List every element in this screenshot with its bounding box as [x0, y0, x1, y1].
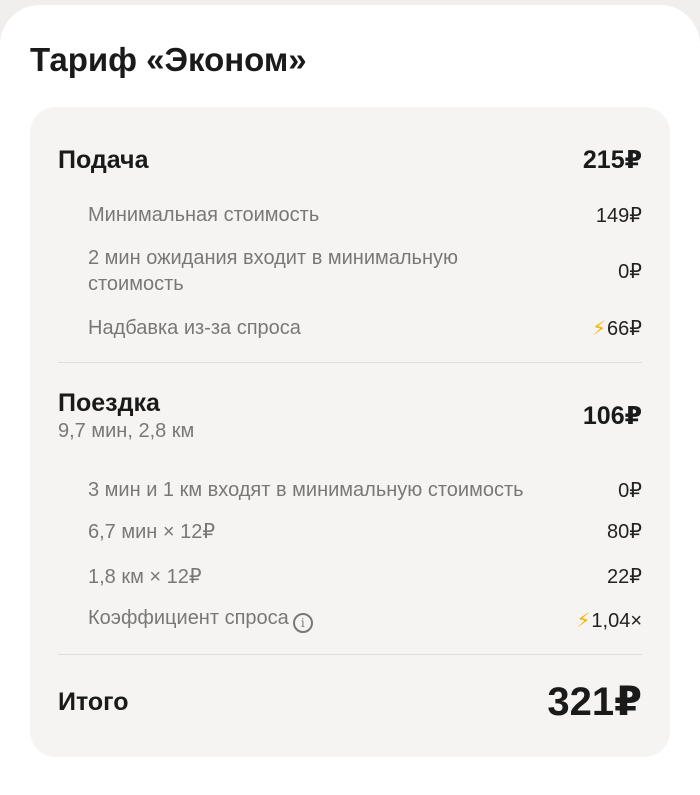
- item-value: 0₽: [618, 260, 642, 283]
- ride-header: Поездка 9,7 мин, 2,8 км 106₽: [58, 389, 642, 443]
- list-item: Коэффициент спроса i ⚡1,04×: [88, 607, 642, 633]
- total-row: Итого 321₽: [58, 679, 642, 725]
- value-text: 66₽: [607, 318, 642, 340]
- item-label: 3 мин и 1 км входят в минимальную стоимо…: [88, 479, 524, 501]
- total-label: Итого: [58, 687, 129, 716]
- ride-meta: 9,7 мин, 2,8 км: [58, 420, 195, 442]
- item-label: Минимальная стоимость: [88, 204, 320, 226]
- tariff-card: Тариф «Эконом» Подача 215₽ Минимальная с…: [0, 5, 700, 795]
- price-breakdown-panel: Подача 215₽ Минимальная стоимость 149₽ 2…: [30, 107, 670, 757]
- ride-label: Поездка: [58, 389, 160, 417]
- value-text: 1,04×: [591, 609, 642, 632]
- list-item: 1,8 км × 12₽ 22₽: [88, 564, 642, 589]
- item-value: 149₽: [595, 205, 642, 227]
- divider: [58, 654, 642, 655]
- total-amount: 321₽: [547, 680, 642, 724]
- item-label: 6,7 мин × 12₽: [88, 521, 216, 543]
- pickup-amount: 215₽: [582, 146, 642, 174]
- divider: [58, 362, 642, 363]
- item-value: 0₽: [618, 480, 642, 502]
- list-item: 6,7 мин × 12₽ 80₽: [88, 519, 642, 544]
- ride-amount: 106₽: [582, 402, 642, 430]
- info-icon[interactable]: i: [292, 613, 313, 633]
- lightning-icon: ⚡: [591, 318, 607, 340]
- item-label: Коэффициент спроса i: [88, 607, 313, 633]
- item-value: ⚡1,04×: [576, 608, 642, 633]
- pickup-header: Подача 215₽: [58, 145, 642, 175]
- item-value: ⚡66₽: [592, 316, 642, 341]
- item-value: 22₽: [607, 566, 642, 588]
- list-item: 3 мин и 1 км входят в минимальную стоимо…: [88, 478, 642, 503]
- item-value: 80₽: [607, 521, 642, 543]
- item-label: 1,8 км × 12₽: [88, 566, 202, 588]
- item-label: 2 мин ожидания входит в минимальную стои…: [88, 247, 459, 295]
- list-item: Минимальная стоимость 149₽: [88, 203, 642, 228]
- page-title: Тариф «Эконом»: [30, 41, 307, 78]
- lightning-icon: ⚡: [576, 609, 591, 632]
- pickup-label: Подача: [58, 145, 149, 174]
- item-label: Надбавка из-за спроса: [88, 317, 301, 339]
- label-text: Коэффициент спроса: [88, 607, 289, 629]
- list-item: Надбавка из-за спроса ⚡66₽: [88, 316, 642, 341]
- list-item: 2 мин ожидания входит в минимальную стои…: [88, 245, 642, 297]
